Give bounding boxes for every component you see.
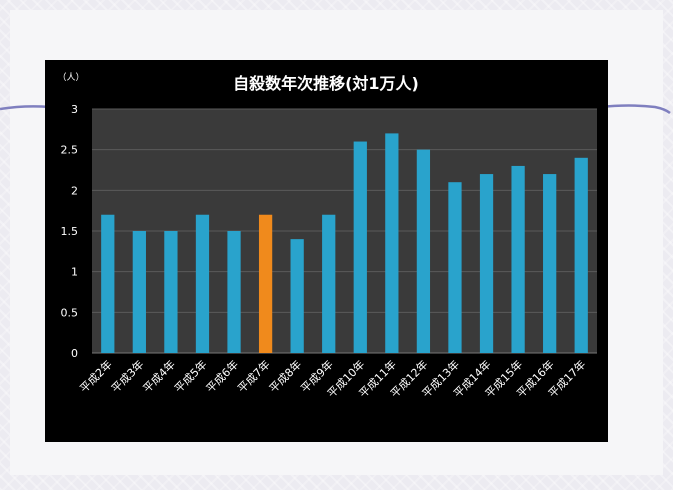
- x-tick-label: 平成3年: [108, 357, 146, 395]
- bar-11: [416, 149, 431, 353]
- bar-14: [511, 165, 525, 353]
- bar-12: [448, 182, 462, 353]
- bar-2: [132, 231, 146, 353]
- bar-16: [574, 157, 588, 353]
- x-tick-label: 平成8年: [266, 357, 304, 395]
- bar-5: [227, 231, 241, 353]
- decorative-line-right: [600, 104, 671, 115]
- y-axis-unit-label: （人）: [57, 72, 84, 83]
- bar-7: [290, 239, 304, 353]
- y-tick-label: 2.5: [61, 144, 79, 157]
- x-tick-label: 平成6年: [203, 357, 241, 395]
- bar-10: [385, 133, 399, 353]
- bars: [101, 133, 588, 353]
- bar-3: [164, 231, 178, 353]
- x-tick-label: 平成5年: [171, 357, 209, 395]
- x-tick-label: 平成2年: [77, 357, 115, 395]
- y-tick-label: 1.5: [61, 225, 79, 238]
- bar-1: [101, 214, 115, 353]
- chart-container: 0 0.5 1 1.5 2 2.5 3 平成2年 平成3年 平成4年 平成5年 平成6年 平成7年 平成…: [45, 60, 608, 442]
- y-axis-ticks: 0 0.5 1 1.5 2 2.5 3: [61, 103, 79, 360]
- x-tick-label: 平成4年: [140, 357, 178, 395]
- bar-chart: 0 0.5 1 1.5 2 2.5 3 平成2年平成3年平成4年平成5年平成6年平成7年平成…: [57, 72, 597, 400]
- bar-15: [543, 174, 557, 353]
- bar-8: [322, 214, 336, 353]
- bar-4: [195, 214, 210, 353]
- y-tick-label: 0: [71, 347, 78, 360]
- chart-title: 自殺数年次推移(対1万人): [233, 74, 419, 93]
- x-tick-label: 平成7年: [235, 357, 273, 395]
- y-tick-label: 1: [71, 266, 78, 279]
- x-axis-ticks: 平成2年平成3年平成4年平成5年平成6年平成7年平成8年平成9年平成10年平成1…: [77, 357, 589, 400]
- y-tick-label: 2: [71, 184, 78, 197]
- y-tick-label: 0.5: [61, 306, 79, 319]
- y-tick-label: 3: [71, 103, 78, 116]
- bar-9: [353, 141, 367, 353]
- bar-6: [258, 214, 273, 353]
- bar-13: [479, 174, 494, 353]
